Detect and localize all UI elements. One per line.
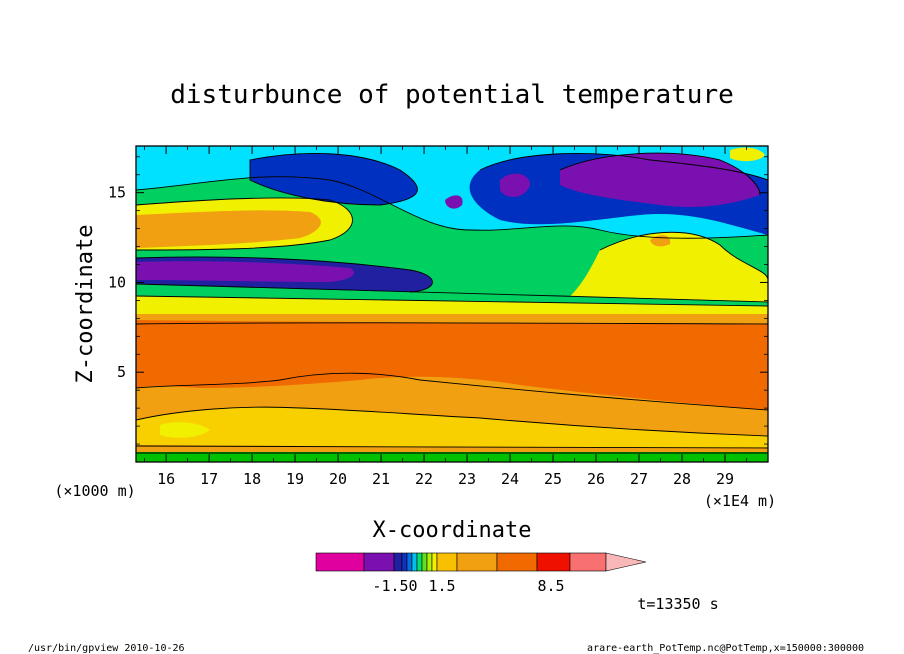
colorbar-swatch — [456, 552, 498, 572]
contour-plot-area — [136, 146, 768, 462]
colorbar-swatch — [401, 552, 408, 572]
colorbar-arrow — [605, 552, 647, 572]
x-tick-label: 18 — [243, 470, 261, 488]
colorbar-swatch — [496, 552, 538, 572]
colorbar-swatch — [431, 552, 438, 572]
y-axis-ticks: 5 10 15 — [108, 156, 768, 445]
colorbar-swatch — [406, 552, 413, 572]
x-tick-label: 17 — [200, 470, 218, 488]
footer-left: /usr/bin/gpview 2010-10-26 — [28, 643, 185, 654]
x-tick-label: 27 — [630, 470, 648, 488]
x-tick-label: 23 — [458, 470, 476, 488]
colorbar-swatch — [436, 552, 458, 572]
colorbar-swatch — [393, 552, 403, 572]
colorbar-swatch — [426, 552, 433, 572]
colorbar-label-1: -1.50 — [372, 577, 417, 595]
x-tick-label: 25 — [544, 470, 562, 488]
x-tick-label: 20 — [329, 470, 347, 488]
colorbar-swatch — [569, 552, 607, 572]
y-axis-label: Z-coordinate — [73, 225, 98, 384]
x-tick-label: 28 — [673, 470, 691, 488]
x-tick-label: 29 — [716, 470, 734, 488]
footer-right: arare-earth_PotTemp.nc@PotTemp,x=150000:… — [587, 643, 864, 654]
y-tick-label: 10 — [108, 273, 126, 291]
colorbar-swatch — [421, 552, 428, 572]
colorbar-swatch — [536, 552, 571, 572]
x-tick-label: 16 — [157, 470, 175, 488]
chart-title: disturbunce of potential temperature — [170, 80, 734, 110]
colorbar-swatch — [411, 552, 418, 572]
plot-frame — [135, 145, 769, 463]
y-tick-label: 5 — [117, 363, 126, 381]
colorbar-swatch — [416, 552, 423, 572]
x-unit-label: (×1E4 m) — [704, 492, 776, 510]
y-unit-label: (×1000 m) — [54, 482, 135, 500]
x-axis-label: X-coordinate — [373, 518, 532, 543]
x-axis-ticks: 16 17 18 19 20 21 22 23 24 25 26 27 28 29 — [144, 146, 747, 488]
colorbar-label-2: 1.5 — [428, 577, 455, 595]
time-label: t=13350 s — [637, 595, 718, 613]
colorbar-swatch — [363, 552, 395, 572]
x-tick-label: 19 — [286, 470, 304, 488]
colorbar-swatch — [315, 552, 365, 572]
x-tick-label: 24 — [501, 470, 519, 488]
x-tick-label: 22 — [415, 470, 433, 488]
x-tick-label: 26 — [587, 470, 605, 488]
colorbar-label-3: 8.5 — [537, 577, 564, 595]
y-tick-label: 15 — [108, 184, 126, 202]
colorbar — [315, 552, 647, 572]
x-tick-label: 21 — [372, 470, 390, 488]
